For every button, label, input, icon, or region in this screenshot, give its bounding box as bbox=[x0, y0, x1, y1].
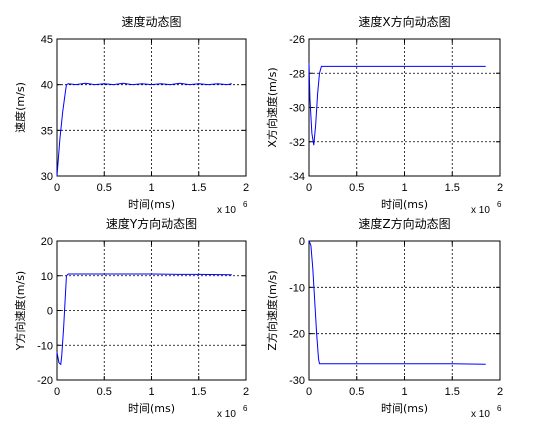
chart-speed-x-x-multiplier: x 10 bbox=[471, 205, 490, 216]
chart-speed-z-series-line-0 bbox=[308, 240, 486, 365]
chart-speed-z-ytick-label-1: -10 bbox=[289, 282, 305, 294]
chart-speed-axes-frame bbox=[56, 38, 247, 177]
chart-speed-xtick-label-2: 1 bbox=[148, 182, 154, 194]
chart-speed-ytick-label-2: 40 bbox=[41, 80, 53, 92]
chart-speed-y-xtick-label-3: 1.5 bbox=[191, 386, 206, 398]
chart-speed-ytick-label-0: 30 bbox=[41, 171, 53, 183]
chart-speed-x-xtick-label-2: 1 bbox=[401, 182, 407, 194]
chart-speed-ytick-label-3: 45 bbox=[41, 34, 53, 46]
chart-speed-x-title: 速度X方向动态图 bbox=[358, 14, 450, 29]
chart-speed-x-ytick-label-1: -28 bbox=[289, 68, 305, 80]
chart-speed-xtick-label-0: 0 bbox=[54, 182, 60, 194]
chart-speed-y-axes-frame bbox=[56, 240, 247, 381]
chart-speed-x-xtick-label-4: 2 bbox=[497, 182, 503, 194]
chart-speed-x-xlabel: 时间(ms) bbox=[381, 198, 428, 211]
chart-speed-x-x-multiplier-exponent: 6 bbox=[497, 200, 502, 209]
chart-speed-z-ytick-label-0: 0 bbox=[299, 236, 305, 248]
chart-speed-y-ytick-label-1: 10 bbox=[41, 271, 53, 283]
chart-speed-x-ytick-label-2: -30 bbox=[289, 103, 305, 115]
chart-speed-y-x-multiplier-exponent: 6 bbox=[243, 404, 248, 413]
chart-speed-z-ytick-label-3: -30 bbox=[289, 375, 305, 387]
chart-speed-xtick-label-4: 2 bbox=[243, 182, 249, 194]
chart-speed-y-ytick-label-4: -20 bbox=[37, 375, 53, 387]
chart-speed-y-ytick-label-0: 20 bbox=[41, 236, 53, 248]
chart-speed-xlabel: 时间(ms) bbox=[128, 198, 175, 211]
chart-speed-title: 速度动态图 bbox=[121, 14, 181, 29]
chart-speed-ytick-label-1: 35 bbox=[41, 125, 53, 137]
chart-speed-series-line-0 bbox=[56, 82, 232, 177]
chart-speed-x-axes-frame bbox=[308, 38, 501, 177]
chart-speed-z-ylabel: Z方向速度(m/s) bbox=[265, 270, 279, 350]
chart-speed-x-xtick-label-1: 0.5 bbox=[349, 182, 364, 194]
chart-speed-y-xtick-label-4: 2 bbox=[243, 386, 249, 398]
chart-speed-xtick-label-3: 1.5 bbox=[191, 182, 206, 194]
chart-speed-z-xtick-label-0: 0 bbox=[306, 386, 312, 398]
chart-speed-z-xtick-label-2: 1 bbox=[401, 386, 407, 398]
chart-speed-y-xtick-label-0: 0 bbox=[54, 386, 60, 398]
chart-speed-y-series-line-0 bbox=[56, 273, 232, 366]
chart-speed-z-ytick-label-2: -20 bbox=[289, 329, 305, 341]
chart-speed-y-title: 速度Y方向动态图 bbox=[106, 216, 197, 231]
chart-speed-y-xlabel: 时间(ms) bbox=[128, 402, 175, 415]
chart-speed-y-ytick-label-3: -10 bbox=[37, 340, 53, 352]
chart-speed-x-xtick-label-0: 0 bbox=[306, 182, 312, 194]
chart-speed-x-xtick-label-3: 1.5 bbox=[445, 182, 460, 194]
chart-speed-y-xtick-label-2: 1 bbox=[148, 386, 154, 398]
chart-speed-ylabel: 速度(m/s) bbox=[13, 82, 27, 133]
chart-speed-x-series-line-0 bbox=[308, 62, 486, 146]
chart-speed-y-ylabel: Y方向速度(m/s) bbox=[13, 271, 27, 351]
chart-speed-x-multiplier-exponent: 6 bbox=[243, 200, 248, 209]
chart-speed-x-ytick-label-3: -32 bbox=[289, 137, 305, 149]
chart-speed-z-xtick-label-1: 0.5 bbox=[349, 386, 364, 398]
chart-speed-z-xtick-label-3: 1.5 bbox=[445, 386, 460, 398]
chart-speed-x-ytick-label-4: -34 bbox=[289, 171, 305, 183]
chart-speed-z-xlabel: 时间(ms) bbox=[381, 402, 428, 415]
chart-speed-z-x-multiplier-exponent: 6 bbox=[497, 404, 502, 413]
chart-speed-x-ylabel: X方向速度(m/s) bbox=[265, 67, 279, 147]
chart-speed-x-multiplier: x 10 bbox=[217, 205, 236, 216]
chart-speed-y-ytick-label-2: 0 bbox=[47, 306, 53, 318]
chart-speed-z-title: 速度Z方向动态图 bbox=[358, 216, 450, 231]
chart-speed-y-x-multiplier: x 10 bbox=[217, 409, 236, 420]
chart-speed-z-x-multiplier: x 10 bbox=[471, 409, 490, 420]
chart-speed-x-ytick-label-0: -26 bbox=[289, 34, 305, 46]
chart-speed-z-xtick-label-4: 2 bbox=[497, 386, 503, 398]
chart-speed-y-xtick-label-1: 0.5 bbox=[97, 386, 112, 398]
chart-speed-xtick-label-1: 0.5 bbox=[97, 182, 112, 194]
chart-speed-z-axes-frame bbox=[308, 240, 501, 381]
